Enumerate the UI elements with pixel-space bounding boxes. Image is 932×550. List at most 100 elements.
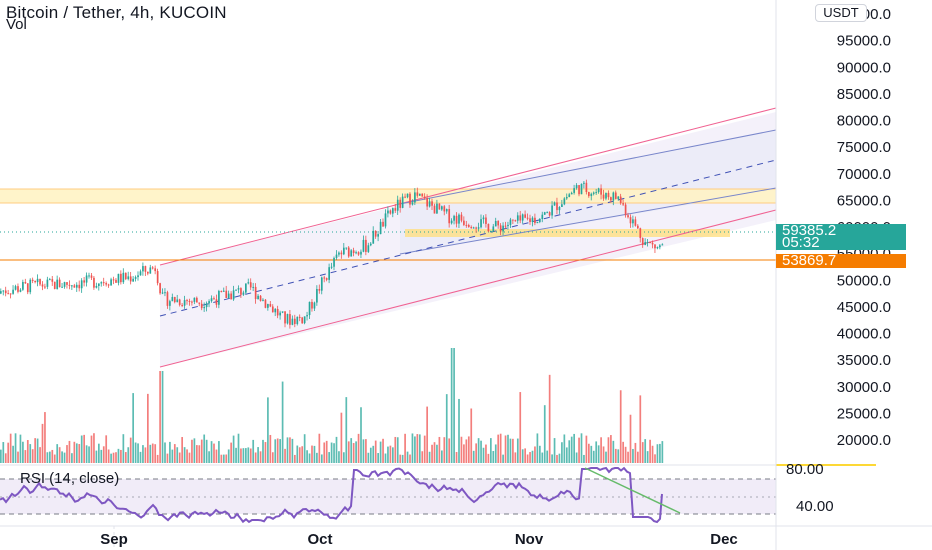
rsi-axis-label-80: 80.00 bbox=[786, 461, 824, 478]
candle bbox=[343, 243, 345, 256]
volume-bar bbox=[247, 447, 250, 463]
volume-bar bbox=[164, 442, 166, 463]
volume-bar bbox=[196, 445, 198, 463]
candle bbox=[377, 231, 379, 242]
volume-bar bbox=[264, 442, 267, 463]
candle bbox=[607, 190, 610, 200]
volume-bar bbox=[58, 447, 61, 463]
volume-bar bbox=[600, 437, 602, 463]
volume-bar bbox=[325, 440, 328, 463]
candle bbox=[524, 210, 526, 219]
candle bbox=[137, 271, 139, 281]
volume-legend[interactable]: Vol bbox=[6, 16, 27, 33]
candle bbox=[595, 188, 598, 195]
time-axis[interactable]: Sep Oct Nov Dec bbox=[100, 531, 738, 548]
rsi-legend[interactable]: RSI (14, close) bbox=[20, 470, 120, 487]
candle bbox=[289, 310, 291, 329]
volume-bar bbox=[406, 451, 409, 463]
currency-selector-button[interactable]: USDT bbox=[815, 4, 867, 22]
volume-bar bbox=[514, 452, 517, 463]
volume-bar bbox=[455, 452, 458, 463]
volume-bar bbox=[12, 445, 14, 463]
candle bbox=[237, 285, 240, 294]
volume-bar bbox=[98, 443, 100, 463]
volume-bar bbox=[597, 445, 600, 463]
volume-bar bbox=[218, 441, 220, 463]
candle bbox=[269, 301, 272, 308]
volume-bar bbox=[213, 443, 215, 463]
volume-bar bbox=[22, 441, 24, 463]
volume-bar bbox=[2, 442, 5, 463]
volume-bar bbox=[605, 451, 607, 463]
volume-bar bbox=[171, 449, 174, 463]
candle bbox=[308, 301, 311, 320]
volume-bar bbox=[7, 442, 10, 463]
bar-countdown: 05:32 bbox=[782, 234, 820, 251]
volume-bar bbox=[17, 451, 19, 463]
volume-bar bbox=[516, 438, 519, 463]
candle bbox=[367, 242, 370, 253]
volume-bar bbox=[546, 450, 549, 463]
candle bbox=[418, 193, 421, 196]
candle bbox=[210, 295, 213, 303]
candle bbox=[394, 204, 397, 213]
volume-bar bbox=[225, 454, 228, 463]
channel-upper-line bbox=[159, 107, 777, 266]
symbol-title[interactable]: Bitcoin / Tether, 4h, KUCOIN bbox=[6, 3, 227, 22]
candle bbox=[281, 311, 284, 314]
candle bbox=[338, 251, 340, 257]
volume-bar bbox=[502, 454, 504, 463]
volume-bar bbox=[426, 406, 428, 463]
volume-bar bbox=[472, 450, 475, 463]
candle bbox=[169, 299, 171, 311]
volume-bar bbox=[649, 439, 651, 463]
candle bbox=[112, 276, 115, 285]
volume-bar bbox=[83, 434, 85, 463]
candle bbox=[497, 220, 500, 229]
volume-bar bbox=[51, 449, 54, 463]
candle bbox=[166, 290, 169, 309]
candle bbox=[156, 268, 159, 286]
volume-bar bbox=[137, 443, 139, 463]
volume-bar bbox=[215, 449, 218, 463]
candle bbox=[539, 217, 541, 224]
volume-bar bbox=[75, 443, 78, 463]
candle bbox=[602, 189, 605, 201]
volume-bar bbox=[401, 454, 404, 463]
candle bbox=[360, 249, 362, 259]
candle bbox=[605, 192, 607, 201]
volume-bar bbox=[382, 438, 384, 463]
candle bbox=[649, 241, 651, 244]
volume-bar bbox=[384, 453, 387, 463]
volume-bar bbox=[262, 439, 264, 463]
volume-bar bbox=[421, 451, 424, 463]
candle bbox=[612, 191, 615, 206]
volume-bar bbox=[39, 447, 41, 463]
candle bbox=[235, 289, 237, 292]
volume-bar bbox=[78, 444, 81, 463]
rsi-axis[interactable]: 80.00 40.00 bbox=[786, 461, 834, 515]
volume-bar bbox=[428, 451, 431, 463]
rsi-pane bbox=[0, 464, 876, 524]
volume-bar bbox=[120, 449, 122, 463]
candle bbox=[534, 213, 536, 226]
volume-bar bbox=[333, 443, 335, 463]
volume-bar bbox=[595, 441, 598, 463]
candle bbox=[259, 295, 262, 302]
volume-bar bbox=[661, 441, 664, 463]
volume-bar bbox=[357, 433, 360, 463]
volume-bar bbox=[245, 448, 247, 463]
time-axis-tick-label: Nov bbox=[515, 531, 544, 548]
volume-bar bbox=[303, 434, 306, 463]
volume-bar bbox=[607, 437, 610, 463]
candle bbox=[276, 305, 279, 319]
candle bbox=[490, 230, 492, 233]
candle bbox=[465, 220, 468, 228]
candle bbox=[333, 256, 335, 271]
candle bbox=[24, 278, 27, 284]
candle bbox=[409, 192, 411, 208]
volume-bar bbox=[286, 437, 289, 463]
candles bbox=[0, 179, 664, 329]
time-axis-tick-label: Sep bbox=[100, 531, 128, 548]
